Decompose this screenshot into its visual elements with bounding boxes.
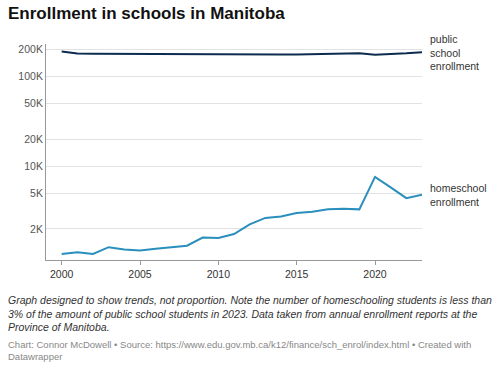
svg-text:Enrollment in schools in Manit: Enrollment in schools in Manitoba <box>8 4 285 23</box>
svg-text:publicschoolenrollment: publicschoolenrollment <box>430 33 479 72</box>
svg-text:2020: 2020 <box>363 268 387 280</box>
svg-text:100K: 100K <box>18 70 43 82</box>
svg-text:5K: 5K <box>30 187 43 199</box>
svg-text:200K: 200K <box>18 43 43 55</box>
svg-text:50K: 50K <box>24 97 43 109</box>
svg-text:20K: 20K <box>24 133 43 145</box>
svg-text:2010: 2010 <box>207 268 231 280</box>
svg-text:10K: 10K <box>24 160 43 172</box>
html-text:Chart: Connor McDowell • Sourc: Chart: Connor McDowell • Source: https:/… <box>8 338 472 363</box>
svg-text:2005: 2005 <box>128 268 152 280</box>
svg-text:homeschoolenrollment: homeschoolenrollment <box>430 182 487 208</box>
svg-text:2K: 2K <box>30 223 43 235</box>
html-text:Graph designed to show trends,: Graph designed to show trends, not propo… <box>8 294 492 334</box>
svg-text:2000: 2000 <box>50 268 74 280</box>
svg-text:2015: 2015 <box>285 268 309 280</box>
